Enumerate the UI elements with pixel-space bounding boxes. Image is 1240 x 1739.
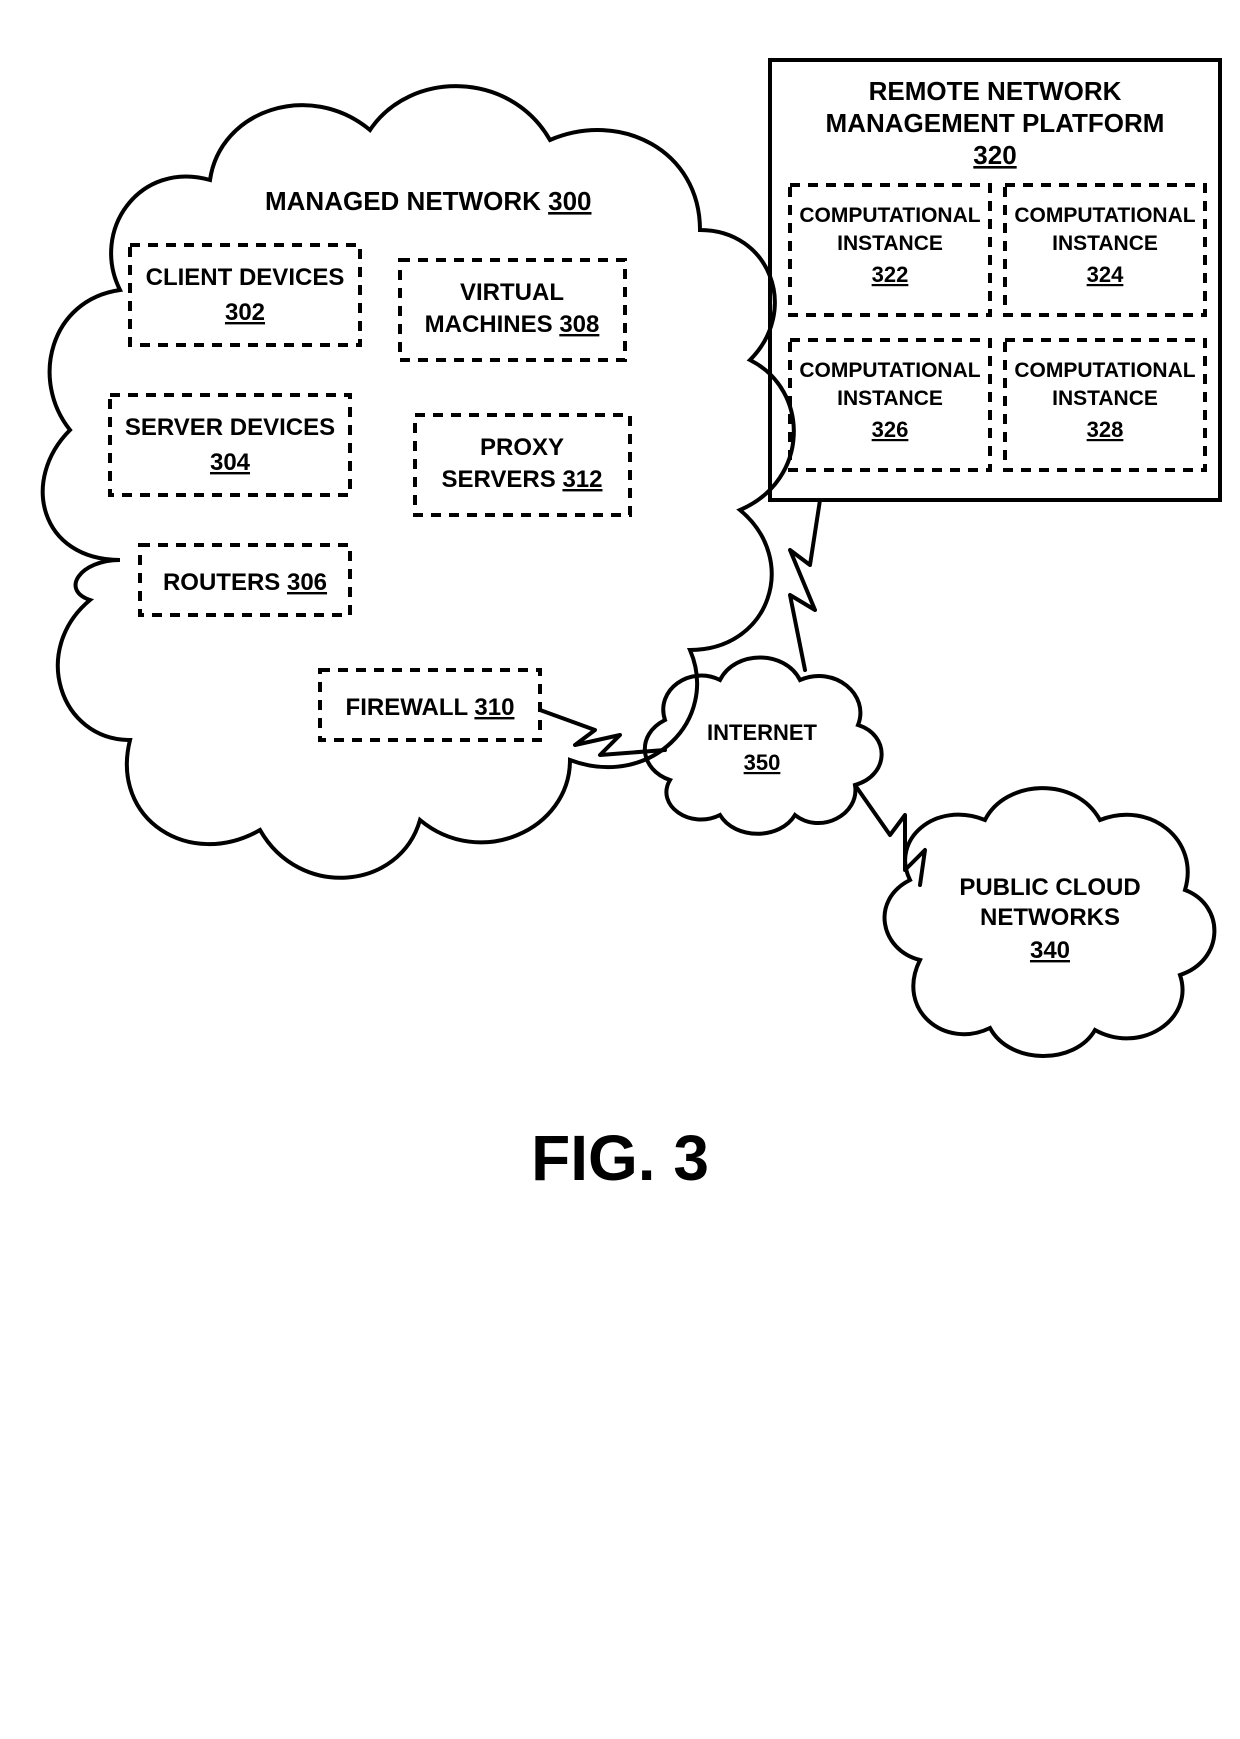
platform-num: 320 [973, 140, 1016, 170]
svg-text:COMPUTATIONAL: COMPUTATIONAL [799, 359, 980, 382]
svg-text:COMPUTATIONAL: COMPUTATIONAL [1014, 204, 1195, 227]
svg-text:CLIENT DEVICES: CLIENT DEVICES [146, 264, 345, 291]
svg-text:304: 304 [210, 449, 251, 476]
svg-text:302: 302 [225, 299, 265, 326]
managed-network-title: MANAGED NETWORK 300 [265, 186, 592, 216]
platform-box: REMOTE NETWORK MANAGEMENT PLATFORM 320 C… [770, 60, 1220, 500]
public-cloud-l2: NETWORKS [980, 904, 1120, 931]
svg-text:COMPUTATIONAL: COMPUTATIONAL [1014, 359, 1195, 382]
svg-text:SERVER DEVICES: SERVER DEVICES [125, 414, 335, 441]
public-cloud-l1: PUBLIC CLOUD [959, 874, 1140, 901]
instance-324-box: COMPUTATIONAL INSTANCE 324 [1005, 185, 1205, 315]
public-cloud-num: 340 [1030, 937, 1070, 964]
svg-text:328: 328 [1087, 417, 1124, 442]
internet-num: 350 [744, 750, 781, 775]
instance-326-box: COMPUTATIONAL INSTANCE 326 [790, 340, 990, 470]
svg-text:PROXY: PROXY [480, 434, 564, 461]
svg-text:INSTANCE: INSTANCE [837, 387, 943, 410]
svg-text:SERVERS 312: SERVERS 312 [442, 466, 603, 493]
routers-box: ROUTERS 306 [140, 545, 350, 615]
proxy-servers-box: PROXY SERVERS 312 [415, 415, 630, 515]
svg-text:VIRTUAL: VIRTUAL [460, 279, 564, 306]
figure-label: FIG. 3 [531, 1122, 709, 1194]
svg-text:COMPUTATIONAL: COMPUTATIONAL [799, 204, 980, 227]
server-devices-box: SERVER DEVICES 304 [110, 395, 350, 495]
instance-328-box: COMPUTATIONAL INSTANCE 328 [1005, 340, 1205, 470]
internet-label: INTERNET [707, 720, 818, 745]
platform-title-2: MANAGEMENT PLATFORM [826, 108, 1165, 138]
internet-cloud: INTERNET 350 [645, 658, 882, 834]
firewall-box: FIREWALL 310 [320, 670, 540, 740]
svg-text:INSTANCE: INSTANCE [837, 232, 943, 255]
svg-text:FIREWALL 310: FIREWALL 310 [346, 694, 515, 721]
public-cloud: PUBLIC CLOUD NETWORKS 340 [885, 788, 1215, 1056]
svg-text:INSTANCE: INSTANCE [1052, 387, 1158, 410]
svg-text:ROUTERS 306: ROUTERS 306 [163, 569, 327, 596]
platform-title-1: REMOTE NETWORK [869, 76, 1122, 106]
svg-text:INSTANCE: INSTANCE [1052, 232, 1158, 255]
managed-network-cloud: MANAGED NETWORK 300 CLIENT DEVICES 302 V… [43, 86, 794, 878]
virtual-machines-box: VIRTUAL MACHINES 308 [400, 260, 625, 360]
client-devices-box: CLIENT DEVICES 302 [130, 245, 360, 345]
svg-text:324: 324 [1087, 262, 1124, 287]
svg-text:MACHINES 308: MACHINES 308 [425, 311, 600, 338]
svg-text:322: 322 [872, 262, 909, 287]
instance-322-box: COMPUTATIONAL INSTANCE 322 [790, 185, 990, 315]
svg-text:326: 326 [872, 417, 909, 442]
